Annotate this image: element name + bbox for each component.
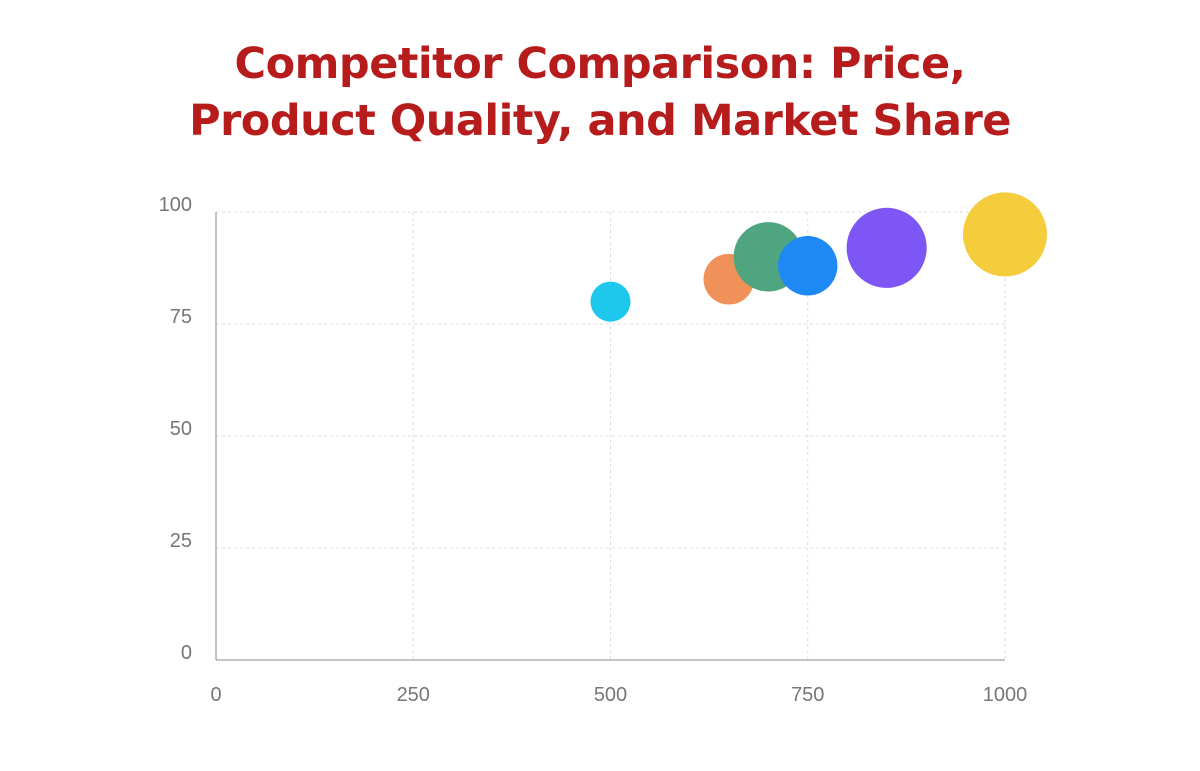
x-tick-label-1000: 1000 [983,684,1028,706]
bubbles [590,192,1047,322]
axes [215,212,1005,661]
x-tick-label-0: 0 [210,684,221,706]
y-tick-label-0: 0 [181,642,192,664]
y-tick-label-25: 25 [170,530,192,552]
x-tick-label-750: 750 [791,684,824,706]
bubble-point-1 [590,281,631,322]
bubble-point-5 [846,207,927,288]
y-tick-label-100: 100 [159,194,192,216]
bubble-point-6 [963,192,1047,277]
y-tick-label-50: 50 [170,418,192,440]
y-tick-label-75: 75 [170,306,192,328]
x-tick-label-250: 250 [397,684,430,706]
grid-lines [216,211,1006,660]
bubble-point-4 [778,236,838,296]
chart-title-line-2: Product Quality, and Market Share [189,96,1011,146]
chart-title-line-1: Competitor Comparison: Price, [234,39,966,89]
x-tick-label-500: 500 [594,684,627,706]
chart-title: Competitor Comparison: Price, Product Qu… [0,36,1200,150]
